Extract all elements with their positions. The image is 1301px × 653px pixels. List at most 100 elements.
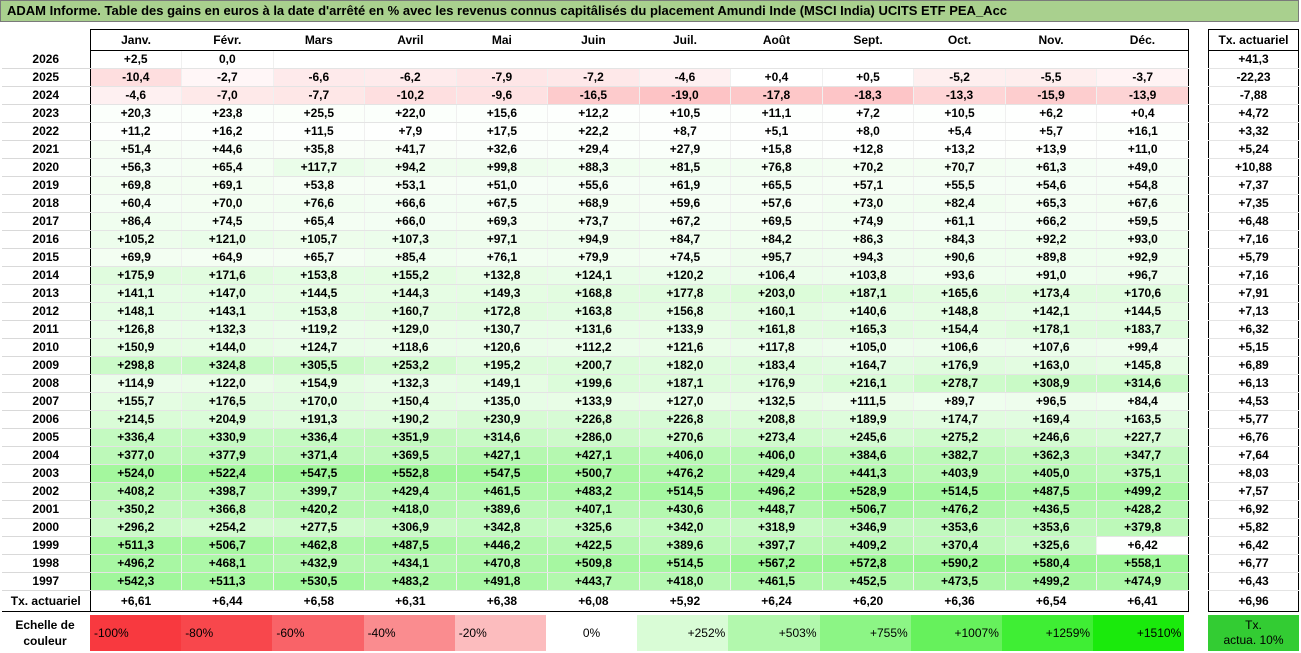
annual-rate-cell: +7,37: [1208, 176, 1299, 195]
gain-cell: +15,8: [730, 140, 823, 159]
gain-cell: +12,2: [547, 104, 640, 123]
gain-cell: +314,6: [1096, 374, 1189, 393]
gain-cell: +178,1: [1005, 320, 1098, 339]
gain-cell: +170,6: [1096, 284, 1189, 303]
gain-cell: +66,6: [364, 194, 457, 213]
table-row: 2009 +298,8 +324,8 +305,5 +253,2 +195,2 +200,7…: [2, 356, 1189, 375]
gain-cell: +558,1: [1096, 554, 1189, 573]
table-row: 1999 +511,3 +506,7 +462,8 +487,5 +446,2 +422,5…: [2, 536, 1189, 555]
gain-cell: -18,3: [822, 86, 915, 105]
gain-cell: +436,5: [1005, 500, 1098, 519]
gain-cell: +105,0: [822, 338, 915, 357]
gain-cell: +422,5: [547, 536, 640, 555]
annual-rate-cell: +6,92: [1208, 500, 1299, 519]
empty-cell: [456, 50, 548, 69]
annual-rate-cell: +7,64: [1208, 446, 1299, 465]
gain-cell: +61,3: [1005, 158, 1098, 177]
gain-cell: +73,7: [547, 212, 640, 231]
gain-cell: +506,7: [181, 536, 274, 555]
gain-cell: +112,2: [547, 338, 640, 357]
gain-cell: -10,2: [364, 86, 457, 105]
gain-cell: +41,7: [364, 140, 457, 159]
gain-cell: +155,2: [364, 266, 457, 285]
gain-cell: +94,3: [822, 248, 915, 267]
color-scale-label: Echelle de couleur: [2, 615, 88, 653]
gain-cell: -15,9: [1005, 86, 1098, 105]
gain-cell: +20,3: [90, 104, 183, 123]
rate-legend-line2: actua. 10%: [1223, 633, 1284, 647]
gain-cell: +96,7: [1096, 266, 1189, 285]
gain-cell: +183,7: [1096, 320, 1189, 339]
annual-rate-cell: +6,89: [1208, 356, 1299, 375]
year-label: 2007: [2, 392, 91, 411]
gain-cell: +377,9: [181, 446, 274, 465]
empty-cell: [822, 50, 914, 69]
gain-cell: +133,9: [639, 320, 732, 339]
gain-cell: +144,3: [364, 284, 457, 303]
empty-cell: [1005, 50, 1097, 69]
annual-rate-cell: +7,16: [1208, 266, 1299, 285]
gain-cell: +148,8: [913, 302, 1006, 321]
gain-cell: +84,7: [639, 230, 732, 249]
gain-cell: +6,42: [1096, 536, 1189, 555]
gain-cell: +143,1: [181, 302, 274, 321]
table-row: 2011 +126,8 +132,3 +119,2 +129,0 +130,7 +131,6…: [2, 320, 1189, 339]
gain-cell: -9,6: [456, 86, 549, 105]
table-row: 2010 +150,9 +144,0 +124,7 +118,6 +120,6 +112,2…: [2, 338, 1189, 357]
gain-cell: +132,3: [181, 320, 274, 339]
gain-cell: +427,1: [547, 446, 640, 465]
gain-cell: +22,2: [547, 122, 640, 141]
gain-cell: +126,8: [90, 320, 183, 339]
gain-cell: +164,7: [822, 356, 915, 375]
annual-rate-cell: +6,13: [1208, 374, 1299, 393]
gain-cell: +82,4: [913, 194, 1006, 213]
gain-cell: +245,6: [822, 428, 915, 447]
gain-cell: +406,0: [639, 446, 732, 465]
gain-cell: +145,8: [1096, 356, 1189, 375]
annual-rate-cell: +5,24: [1208, 140, 1299, 159]
gain-cell: +336,4: [90, 428, 183, 447]
color-scale-step: -100%: [90, 615, 182, 651]
gain-cell: +187,1: [822, 284, 915, 303]
gain-cell: +476,2: [639, 464, 732, 483]
gain-cell: +547,5: [456, 464, 549, 483]
gain-cell: +22,0: [364, 104, 457, 123]
gain-cell: +16,2: [181, 122, 274, 141]
empty-cell: [730, 50, 823, 69]
empty-cell: [913, 50, 1006, 69]
gain-cell: -2,7: [181, 68, 274, 87]
gain-cell: +89,8: [1005, 248, 1098, 267]
gain-cell: +580,4: [1005, 554, 1098, 573]
gain-cell: +74,9: [822, 212, 915, 231]
gain-cell: +13,2: [913, 140, 1006, 159]
gain-cell: +5,4: [913, 122, 1006, 141]
footer-label: Tx. actuariel: [2, 590, 91, 612]
gain-cell: +93,0: [1096, 230, 1189, 249]
gain-cell: +114,9: [90, 374, 183, 393]
gain-cell: +370,4: [913, 536, 1006, 555]
gain-cell: +103,8: [822, 266, 915, 285]
gain-cell: -19,0: [639, 86, 732, 105]
gain-cell: +11,0: [1096, 140, 1189, 159]
gain-cell: +70,0: [181, 194, 274, 213]
gain-cell: +342,8: [456, 518, 549, 537]
gain-cell: +129,0: [364, 320, 457, 339]
gain-cell: +54,6: [1005, 176, 1098, 195]
gain-cell: +199,6: [547, 374, 640, 393]
table-row: 2023 +20,3 +23,8 +25,5 +22,0 +15,6 +12,2 +10,5 +…: [2, 104, 1189, 123]
gain-cell: +160,7: [364, 302, 457, 321]
gain-cell: +65,3: [1005, 194, 1098, 213]
year-label: 1999: [2, 536, 91, 555]
gain-cell: +97,1: [456, 230, 549, 249]
corner-cell: [2, 30, 90, 51]
gain-cell: +407,1: [547, 500, 640, 519]
gain-cell: +66,2: [1005, 212, 1098, 231]
gain-cell: +216,1: [822, 374, 915, 393]
annual-rate-cell: +5,15: [1208, 338, 1299, 357]
table-row: 2021 +51,4 +44,6 +35,8 +41,7 +32,6 +29,4 +27,9 +…: [2, 140, 1189, 159]
gain-cell: +366,8: [181, 500, 274, 519]
year-label: 2013: [2, 284, 91, 303]
gain-cell: +16,1: [1096, 122, 1189, 141]
gain-cell: +176,9: [913, 356, 1006, 375]
gain-cell: +124,7: [273, 338, 366, 357]
